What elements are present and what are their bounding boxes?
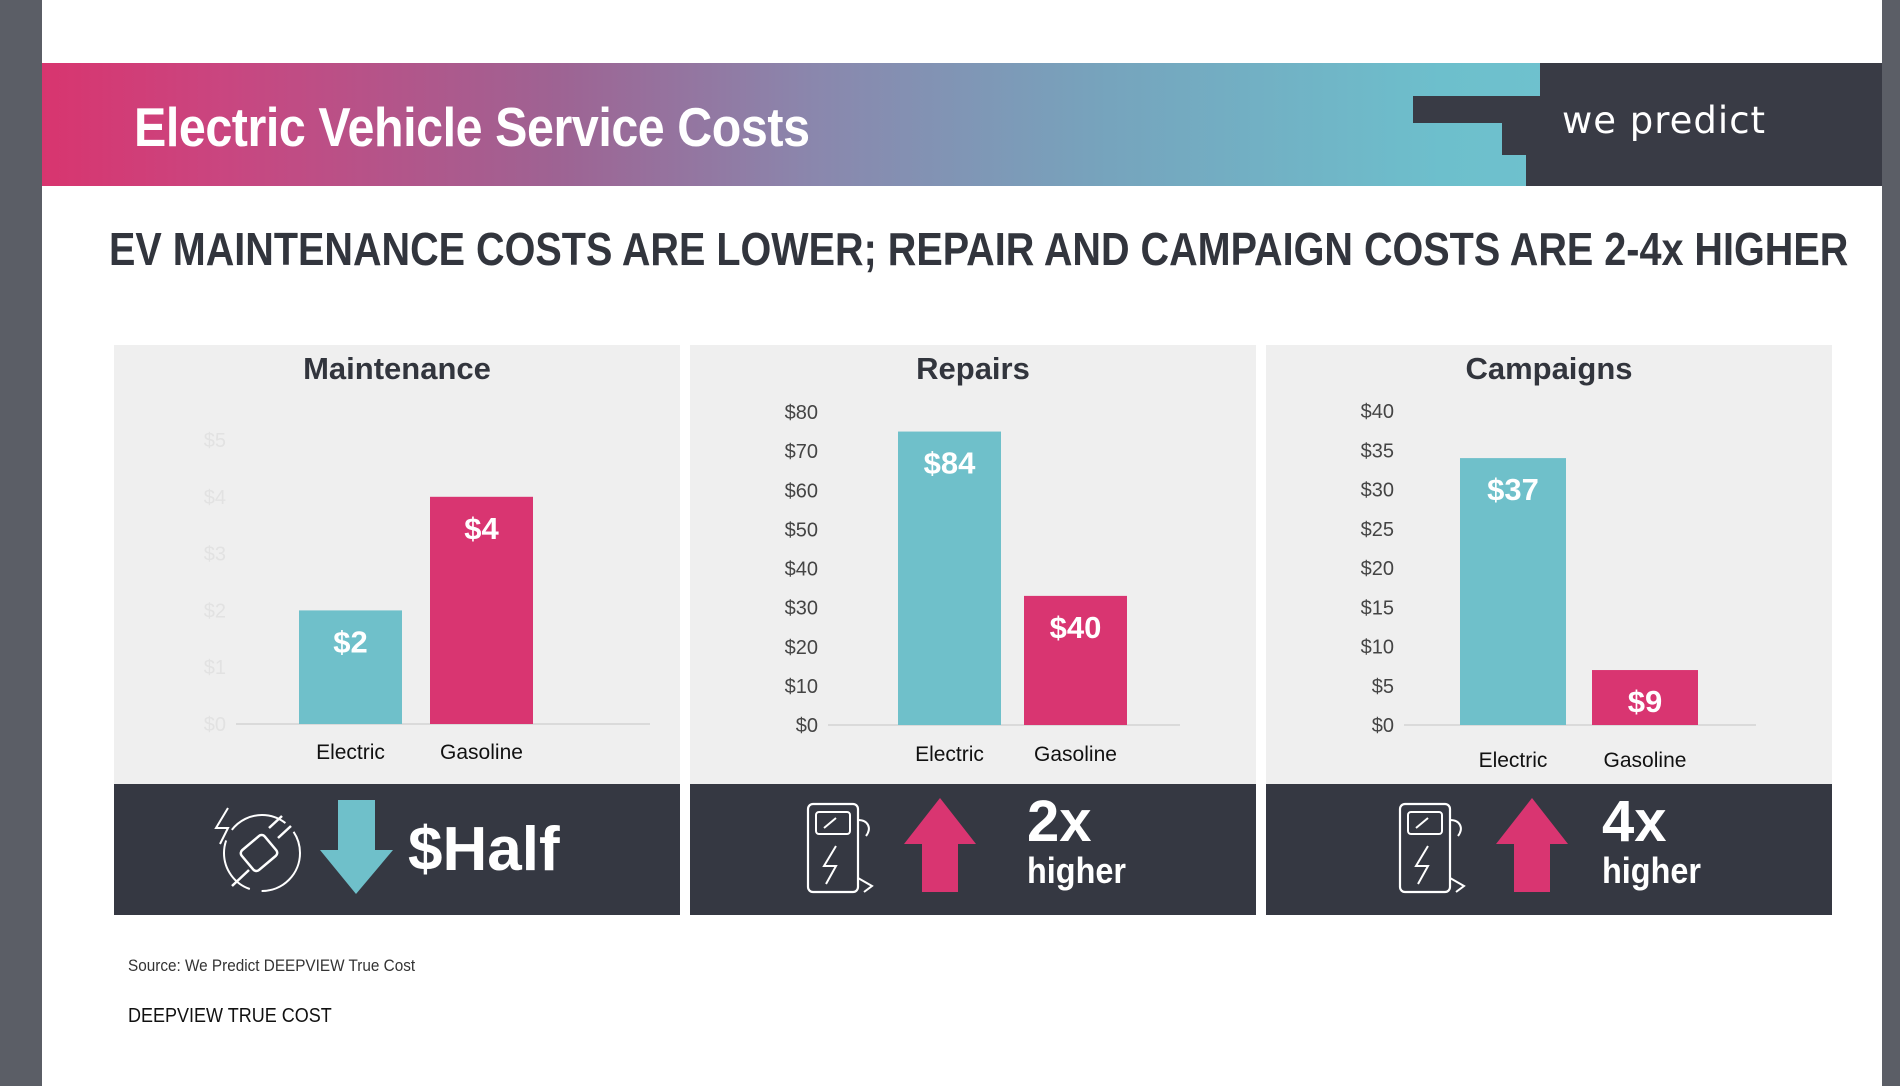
y-tick-label: $0: [1372, 715, 1394, 737]
chart-area: Repairs $0 $10 $20 $30 $40 $50 $60 $70 $80 $84 Elec…: [690, 345, 1256, 784]
category-label: Electric: [316, 741, 385, 764]
data-label: $84: [924, 446, 976, 481]
callout-main: 4x: [1602, 789, 1667, 854]
y-tick-label: $20: [1361, 558, 1394, 580]
panel-campaigns: Campaigns $0 $5 $10 $15 $20 $25 $30 $35 $40 $37 Ele…: [1266, 345, 1832, 915]
category-label: Gasoline: [1034, 743, 1117, 766]
y-tick-label: $10: [785, 676, 818, 698]
panel-repairs: Repairs $0 $10 $20 $30 $40 $50 $60 $70 $80 $84 Elec…: [690, 345, 1256, 915]
we-predict-logo: we predict: [1562, 99, 1767, 142]
chart-title: Repairs: [916, 351, 1030, 386]
y-tick-label: $80: [785, 402, 818, 424]
y-tick-label: $5: [1372, 676, 1394, 698]
y-tick-label: $0: [204, 714, 226, 736]
header-banner: Electric Vehicle Service Costs we predic…: [42, 63, 1882, 186]
charger-icon: [1398, 802, 1466, 894]
y-tick-label: $2: [204, 600, 226, 622]
data-label: $2: [333, 624, 367, 659]
footer-text: DEEPVIEW TRUE COST: [128, 1005, 332, 1027]
campaigns-chart: Campaigns $0 $5 $10 $15 $20 $25 $30 $35 $40 $37 Ele…: [1361, 351, 1756, 772]
bar-gasoline: [1592, 670, 1698, 725]
y-tick-label: $1: [204, 657, 226, 679]
y-tick-label: $10: [1361, 637, 1394, 659]
y-tick-label: $0: [796, 715, 818, 737]
category-label: Gasoline: [440, 741, 523, 764]
slide: Electric Vehicle Service Costs we predic…: [42, 0, 1882, 1086]
callout-main: $Half: [408, 815, 560, 884]
source-note: Source: We Predict DEEPVIEW True Cost: [128, 956, 416, 975]
y-tick-label: $4: [204, 487, 226, 509]
arrow-down-icon: [320, 800, 393, 894]
category-label: Electric: [1479, 749, 1548, 772]
y-tick-label: $25: [1361, 519, 1394, 541]
headline: EV MAINTENANCE COSTS ARE LOWER; REPAIR A…: [109, 223, 1849, 275]
y-tick-label: $40: [1361, 401, 1394, 423]
repairs-chart: Repairs $0 $10 $20 $30 $40 $50 $60 $70 $80 $84 Elec…: [785, 351, 1180, 766]
bar-electric: [898, 431, 1001, 725]
chart-area: Campaigns $0 $5 $10 $15 $20 $25 $30 $35 $40 $37 Ele…: [1266, 345, 1832, 784]
page-title: Electric Vehicle Service Costs: [134, 96, 810, 158]
y-tick-label: $35: [1361, 440, 1394, 462]
bar-electric: [1460, 458, 1566, 725]
y-tick-label: $40: [785, 559, 818, 581]
callout-bar: $Half: [114, 784, 680, 915]
panel-maintenance: Maintenance $0 $1 $2 $3 $4 $5 $2 Electric $4 Gasol…: [114, 345, 680, 915]
category-label: Electric: [915, 743, 984, 766]
data-label: $40: [1050, 610, 1102, 645]
category-label: Gasoline: [1604, 749, 1687, 772]
data-label: $9: [1628, 684, 1662, 719]
chart-title: Campaigns: [1465, 351, 1632, 386]
y-tick-label: $20: [785, 637, 818, 659]
arrow-up-icon: [904, 798, 976, 892]
callout-bar: 4x higher: [1266, 784, 1832, 915]
y-tick-label: $50: [785, 519, 818, 541]
callout-bar: 2x higher: [690, 784, 1256, 915]
y-tick-label: $30: [1361, 480, 1394, 502]
data-label: $4: [464, 511, 499, 546]
logo-background: [1413, 63, 1882, 186]
chart-area: Maintenance $0 $1 $2 $3 $4 $5 $2 Electric $4 Gasol…: [114, 345, 680, 784]
y-tick-label: $5: [204, 430, 226, 452]
plug-icon: [214, 807, 301, 892]
bar-gasoline: [1024, 595, 1127, 725]
maintenance-chart: Maintenance $0 $1 $2 $3 $4 $5 $2 Electric $4 Gasol…: [204, 351, 650, 764]
callout-sub: higher: [1027, 850, 1127, 891]
callout-sub: higher: [1602, 850, 1702, 891]
y-tick-label: $3: [204, 544, 226, 566]
bar-gasoline: [430, 496, 533, 724]
bar-electric: [299, 610, 402, 724]
chart-title: Maintenance: [303, 351, 491, 386]
y-tick-label: $15: [1361, 597, 1394, 619]
arrow-up-icon: [1496, 798, 1568, 892]
y-tick-label: $70: [785, 441, 818, 463]
y-tick-label: $30: [785, 598, 818, 620]
data-label: $37: [1487, 472, 1539, 507]
y-tick-label: $60: [785, 480, 818, 502]
charger-icon: [806, 802, 874, 894]
callout-main: 2x: [1027, 789, 1092, 854]
